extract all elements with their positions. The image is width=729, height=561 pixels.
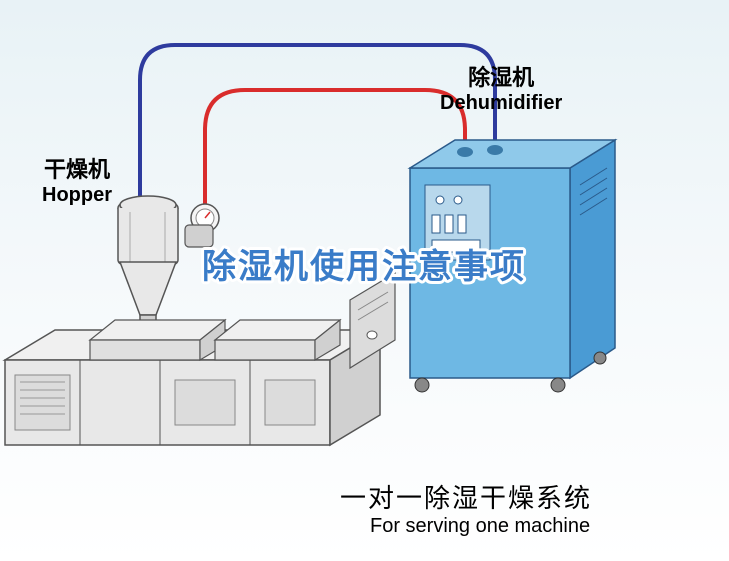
hopper-machine — [118, 196, 219, 335]
dehumidifier-label-cn: 除湿机 — [440, 60, 562, 92]
dehumidifier-label: 除湿机 Dehumidifier — [440, 60, 562, 115]
dehumidifier-machine — [410, 140, 615, 392]
extruder-machine — [5, 273, 395, 445]
dehumidifier-label-en: Dehumidifier — [440, 92, 562, 115]
hopper-label-cn: 干燥机 — [42, 152, 112, 184]
bottom-title-en: For serving one machine — [370, 515, 592, 538]
bottom-title-cn: 一对一除湿干燥系统 — [340, 478, 592, 515]
hopper-label-en: Hopper — [42, 184, 112, 207]
hopper-label: 干燥机 Hopper — [42, 152, 112, 207]
bottom-title: 一对一除湿干燥系统 For serving one machine — [340, 478, 592, 538]
system-diagram — [0, 0, 729, 561]
